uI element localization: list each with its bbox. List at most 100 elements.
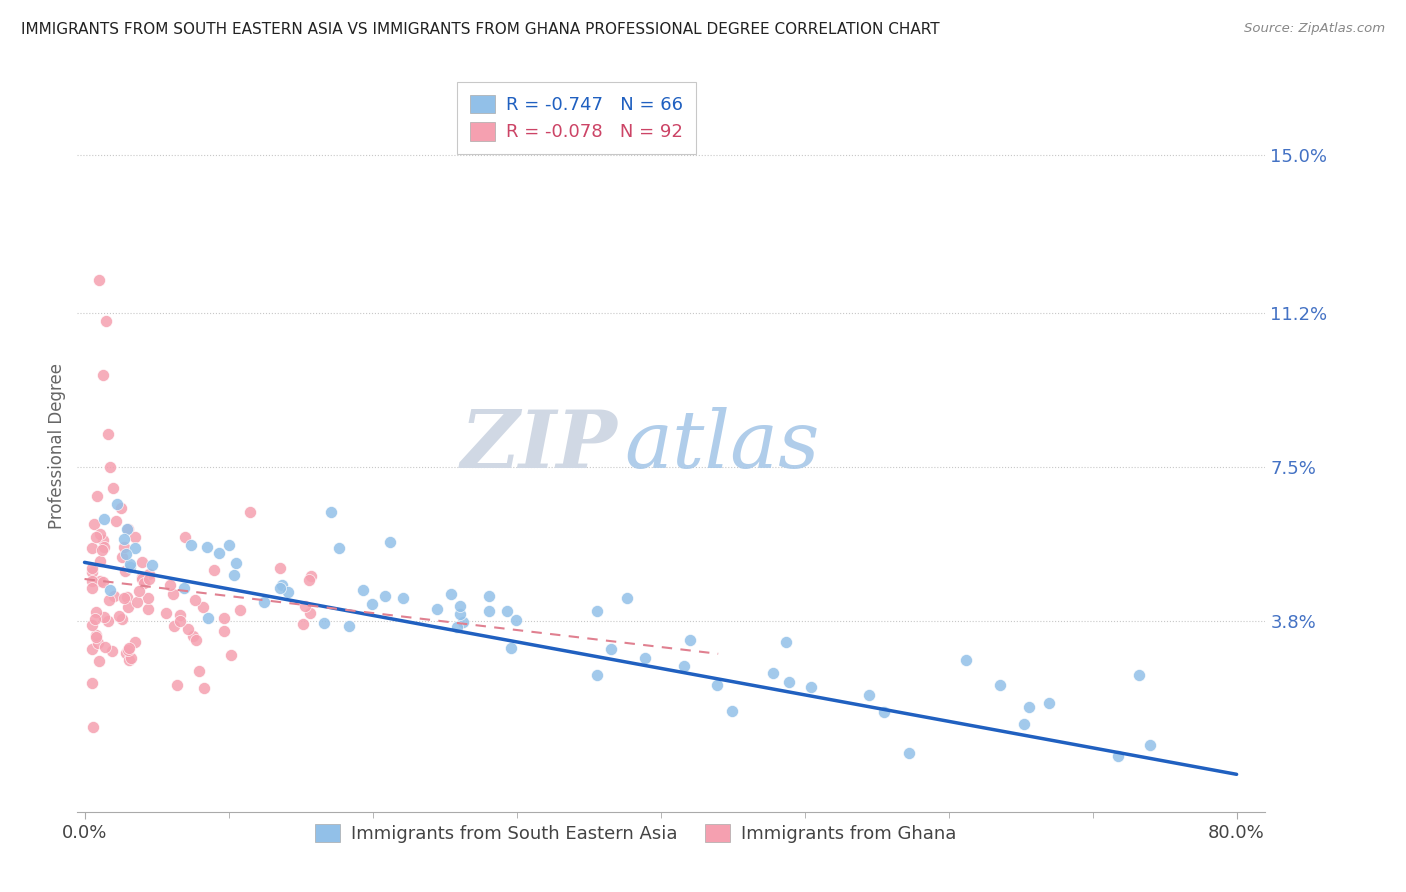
Point	[446, 619, 468, 633]
Point	[83, 613, 105, 627]
Point	[775, 635, 797, 649]
Point	[110, 612, 132, 626]
Point	[105, 514, 128, 528]
Text: atlas: atlas	[624, 408, 820, 484]
Point	[191, 599, 214, 614]
Point	[80, 675, 103, 690]
Point	[86, 627, 108, 641]
Point	[169, 615, 191, 629]
Point	[208, 545, 231, 559]
Text: ZIP: ZIP	[461, 408, 617, 484]
Point	[337, 619, 360, 633]
Point	[93, 540, 115, 554]
Point	[131, 555, 153, 569]
Point	[89, 553, 111, 567]
Point	[586, 604, 609, 618]
Point	[277, 584, 299, 599]
Point	[1038, 696, 1060, 710]
Point	[118, 559, 141, 574]
Point	[112, 540, 135, 554]
Point	[94, 314, 117, 328]
Point	[352, 582, 374, 597]
Point	[166, 678, 188, 692]
Point	[253, 595, 276, 609]
Point	[117, 590, 139, 604]
Point	[84, 530, 107, 544]
Point	[800, 680, 823, 694]
Point	[440, 587, 463, 601]
Point	[94, 640, 117, 654]
Point	[105, 497, 128, 511]
Point	[93, 609, 115, 624]
Point	[103, 481, 125, 495]
Point	[117, 522, 139, 536]
Point	[294, 599, 316, 614]
Point	[112, 591, 135, 605]
Point	[180, 538, 202, 552]
Point	[778, 675, 800, 690]
Point	[120, 650, 142, 665]
Point	[131, 572, 153, 586]
Point	[616, 591, 638, 605]
Point	[163, 619, 186, 633]
Point	[112, 533, 135, 547]
Point	[328, 541, 350, 555]
Point	[115, 646, 138, 660]
Point	[873, 706, 896, 720]
Point	[86, 489, 108, 503]
Point	[706, 678, 728, 692]
Point	[118, 557, 141, 571]
Point	[505, 613, 527, 627]
Point	[721, 704, 744, 718]
Point	[89, 574, 111, 588]
Point	[392, 591, 415, 606]
Point	[100, 459, 122, 474]
Point	[117, 643, 139, 657]
Point	[115, 522, 138, 536]
Point	[225, 556, 247, 570]
Point	[218, 538, 240, 552]
Point	[299, 568, 322, 582]
Point	[136, 602, 159, 616]
Point	[195, 540, 218, 554]
Point	[1139, 738, 1161, 752]
Point	[114, 564, 136, 578]
Point	[87, 273, 110, 287]
Point	[82, 720, 104, 734]
Point	[291, 616, 314, 631]
Point	[173, 581, 195, 595]
Point	[80, 581, 103, 595]
Point	[111, 549, 134, 564]
Point	[212, 610, 235, 624]
Point	[451, 615, 474, 630]
Point	[897, 746, 920, 760]
Point	[125, 595, 148, 609]
Point	[270, 578, 292, 592]
Point	[1012, 716, 1035, 731]
Point	[169, 607, 191, 622]
Point	[426, 601, 449, 615]
Point	[86, 606, 108, 620]
Point	[89, 527, 111, 541]
Point	[672, 658, 695, 673]
Point	[762, 666, 785, 681]
Point	[138, 572, 160, 586]
Point	[97, 426, 120, 441]
Point	[202, 563, 225, 577]
Point	[97, 614, 120, 628]
Point	[600, 642, 623, 657]
Point	[124, 530, 146, 544]
Point	[80, 566, 103, 580]
Point	[90, 542, 112, 557]
Point	[193, 681, 215, 695]
Legend: Immigrants from South Eastern Asia, Immigrants from Ghana: Immigrants from South Eastern Asia, Immi…	[308, 816, 963, 850]
Point	[103, 590, 125, 604]
Point	[955, 653, 977, 667]
Point	[478, 589, 501, 603]
Point	[118, 641, 141, 656]
Point	[110, 501, 132, 516]
Point	[449, 607, 471, 622]
Point	[114, 547, 136, 561]
Point	[124, 541, 146, 555]
Point	[100, 644, 122, 658]
